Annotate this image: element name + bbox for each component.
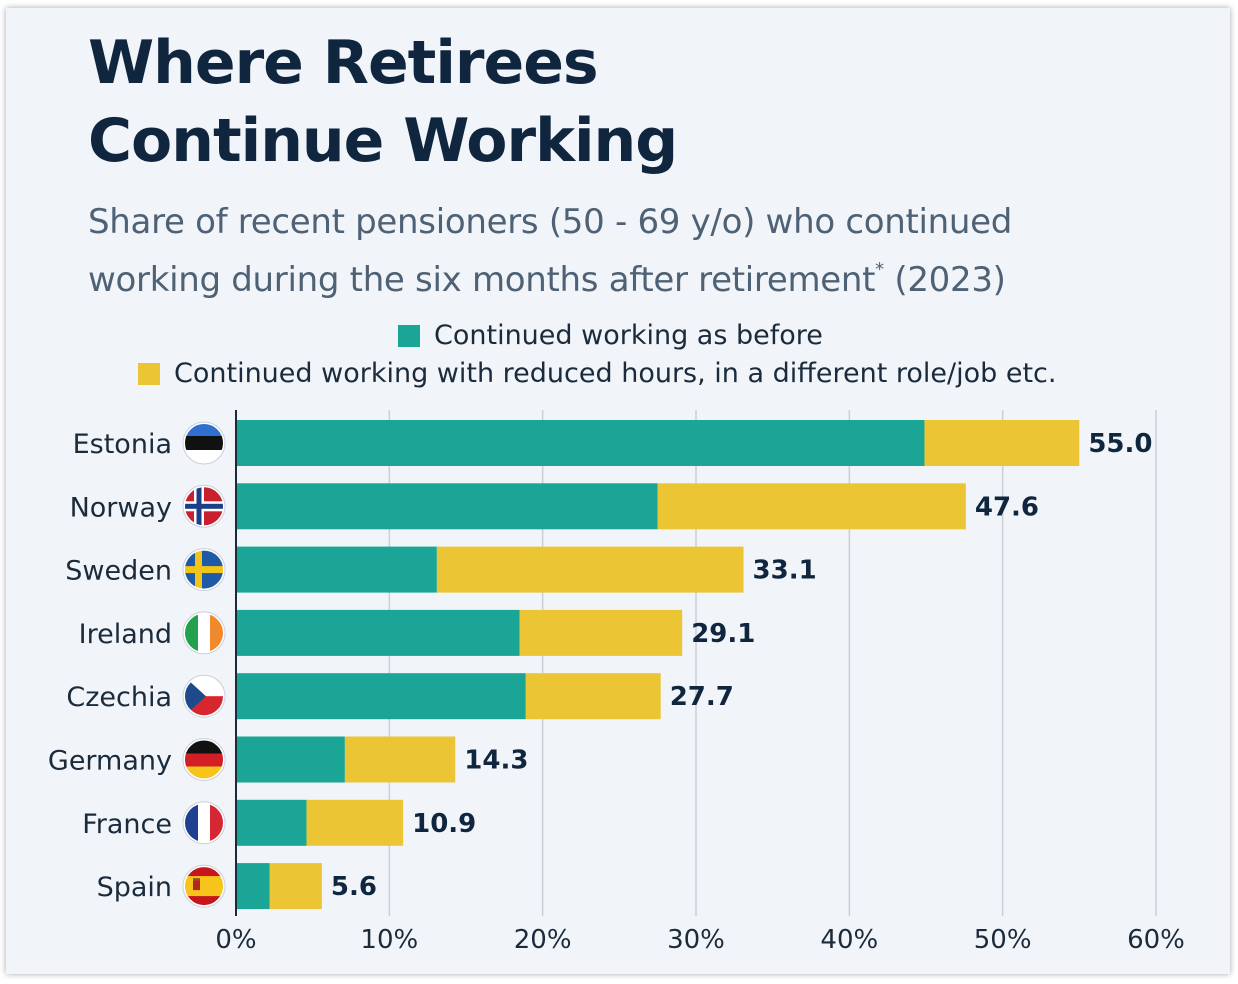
- country-flags: [182, 421, 226, 908]
- legend-swatch-before: [398, 324, 420, 347]
- legend-item-before: Continued working as before: [398, 320, 823, 351]
- bar-segment-reduced: [924, 420, 1080, 466]
- x-tick-label: 50%: [974, 925, 1032, 955]
- value-label: 10.9: [412, 809, 476, 839]
- chart-subtitle-year: (2023): [894, 260, 1006, 300]
- x-tick-label: 20%: [514, 925, 572, 955]
- legend-swatch-reduced: [138, 362, 160, 385]
- value-label: 29.1: [691, 619, 755, 649]
- bar-segment-before: [236, 736, 345, 783]
- bar-segment-before: [236, 673, 526, 720]
- bar-segment-reduced: [269, 863, 322, 910]
- x-tick-label: 0%: [215, 925, 256, 955]
- legend-label-reduced: Continued working with reduced hours, in…: [174, 358, 1057, 389]
- bar-segment-reduced: [657, 483, 966, 530]
- value-label: 55.0: [1088, 429, 1152, 459]
- bar-segment-before: [236, 420, 925, 466]
- value-label: 5.6: [331, 872, 377, 902]
- footnote-mark: *: [875, 259, 884, 280]
- bar-segment-reduced: [525, 673, 661, 720]
- category-label: Sweden: [65, 556, 172, 587]
- germany-flag-icon: [182, 738, 226, 781]
- bar-segment-before: [236, 863, 270, 910]
- legend-label-before: Continued working as before: [434, 320, 823, 351]
- chart-title-line-1: Where Retirees: [88, 28, 599, 98]
- bar-segment-before: [236, 609, 520, 656]
- chart-title-line-2: Continue Working: [88, 106, 678, 176]
- bar-segment-before: [236, 799, 307, 846]
- bar-series: [236, 420, 1080, 910]
- sweden-flag-icon: [182, 548, 226, 592]
- value-label: 33.1: [753, 556, 817, 586]
- x-tick-label: 40%: [820, 925, 878, 955]
- estonia-flag-icon: [182, 421, 226, 465]
- chart-subtitle-line-2: working during the six months after reti…: [88, 246, 1012, 304]
- norway-flag-icon: [182, 484, 226, 528]
- category-label: Spain: [97, 872, 172, 903]
- czechia-flag-icon: [182, 674, 226, 718]
- bar-segment-reduced: [436, 546, 744, 593]
- value-label: 14.3: [464, 746, 528, 776]
- bar-segment-before: [236, 483, 658, 530]
- value-label: 27.7: [670, 682, 734, 712]
- value-label: 47.6: [975, 492, 1039, 522]
- x-tick-label: 30%: [667, 925, 725, 955]
- chart-title: Where Retirees Continue Working: [88, 24, 678, 180]
- category-label: France: [82, 809, 172, 840]
- chart-subtitle: Share of recent pensioners (50 - 69 y/o)…: [88, 198, 1012, 304]
- category-label: Estonia: [73, 429, 172, 460]
- chart-subtitle-line-1: Share of recent pensioners (50 - 69 y/o)…: [88, 202, 1013, 242]
- france-flag-icon: [182, 801, 226, 845]
- spain-flag-icon: [182, 864, 226, 908]
- bar-segment-before: [236, 546, 437, 593]
- bar-segment-reduced: [344, 736, 456, 783]
- chart-subtitle-line-2-text: working during the six months after reti…: [88, 260, 876, 300]
- ireland-flag-icon: [182, 611, 226, 655]
- category-label: Germany: [48, 746, 172, 777]
- legend-item-reduced: Continued working with reduced hours, in…: [138, 358, 1056, 389]
- bar-segment-reduced: [306, 799, 404, 846]
- chart-labels: 0% 10% 20% 30% 40% 50% 60% 55.0 Estonia 47.6 Norwa…: [48, 429, 1185, 955]
- category-label: Norway: [70, 492, 172, 523]
- category-label: Ireland: [79, 619, 172, 650]
- x-tick-label: 60%: [1127, 925, 1185, 955]
- category-label: Czechia: [66, 682, 172, 713]
- bar-segment-reduced: [519, 609, 683, 656]
- x-tick-label: 10%: [360, 925, 418, 955]
